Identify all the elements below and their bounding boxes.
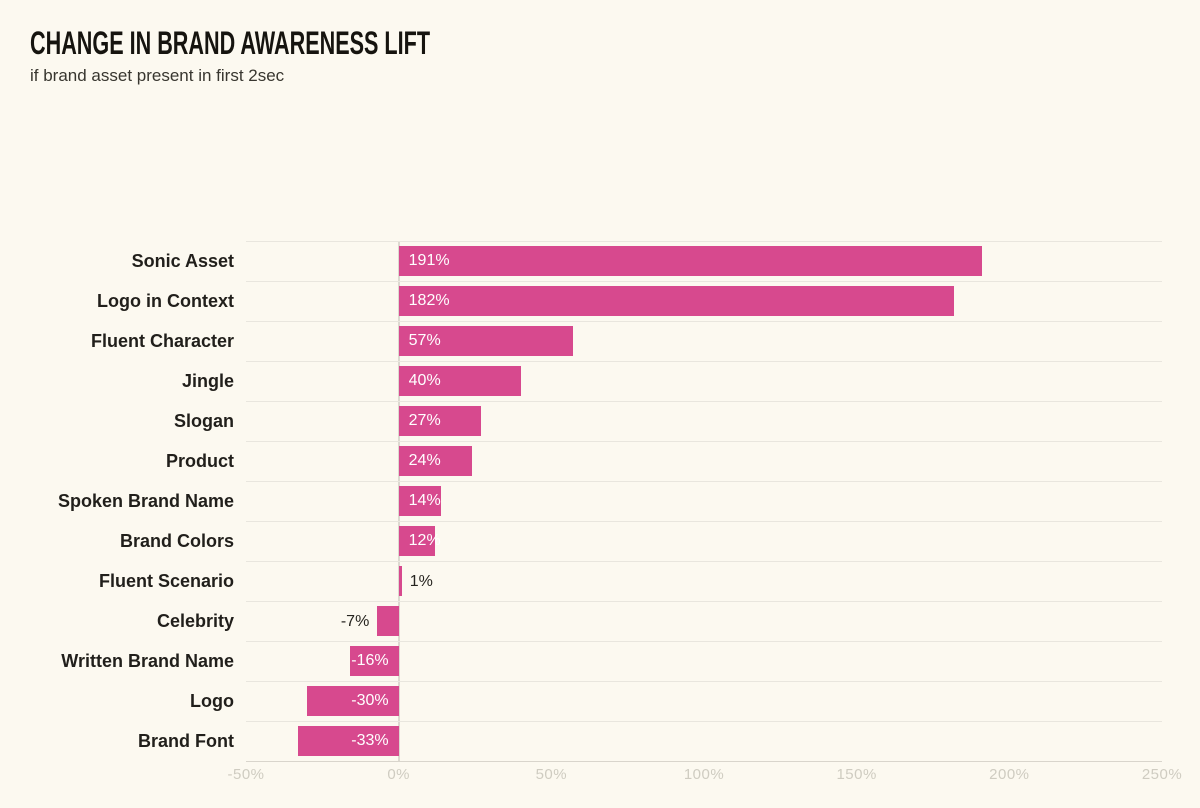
x-tick-label: 150% bbox=[836, 766, 877, 783]
bar-track: 27% bbox=[246, 401, 1162, 441]
category-label: Product bbox=[165, 450, 234, 471]
category-label: Written Brand Name bbox=[61, 650, 234, 671]
bar-track: -16% bbox=[246, 641, 1162, 681]
x-axis: -50% 0% 50% 100% 150% 200% 250% bbox=[227, 766, 1181, 788]
bar: -33% bbox=[297, 726, 399, 756]
chart-row: Slogan 27% bbox=[0, 401, 1200, 441]
chart-row: Jingle 40% bbox=[0, 361, 1200, 401]
bar-value-label: -16% bbox=[351, 652, 389, 669]
x-axis-line bbox=[246, 761, 1162, 762]
bar-value-label: 191% bbox=[408, 252, 450, 269]
bar-track: -7% bbox=[246, 601, 1162, 641]
chart-row: Spoken Brand Name 14% bbox=[0, 481, 1200, 521]
bar: 12% bbox=[398, 526, 441, 556]
category-label: Brand Colors bbox=[119, 530, 234, 551]
bar-track: 191% bbox=[246, 241, 1162, 281]
bar-value-label: 27% bbox=[408, 412, 441, 429]
bar bbox=[398, 566, 402, 596]
x-tick-label: 200% bbox=[989, 766, 1030, 783]
category-label: Brand Font bbox=[138, 730, 234, 751]
x-tick-label: -50% bbox=[227, 766, 265, 783]
bar: 27% bbox=[398, 406, 482, 436]
category-label: Celebrity bbox=[156, 610, 234, 631]
bar: 40% bbox=[398, 366, 521, 396]
bar-value-label: 182% bbox=[408, 292, 450, 309]
bar-track: 57% bbox=[246, 321, 1162, 361]
bar: -16% bbox=[349, 646, 399, 676]
x-tick-label: 100% bbox=[683, 766, 725, 783]
category-label: Jingle bbox=[181, 370, 234, 391]
x-tick-label: 50% bbox=[535, 766, 568, 783]
bar: -30% bbox=[307, 686, 399, 716]
bar-track: -30% bbox=[246, 681, 1162, 721]
category-label: Fluent Character bbox=[90, 330, 234, 351]
x-tick-label: 0% bbox=[387, 766, 410, 783]
chart-row: Fluent Character 57% bbox=[0, 321, 1200, 361]
chart-row: Logo -30% bbox=[0, 681, 1200, 721]
bar-value-label: 14% bbox=[408, 492, 441, 509]
bar: 182% bbox=[398, 286, 955, 316]
bar-value-label: 24% bbox=[408, 452, 441, 469]
bar-value-label: 40% bbox=[408, 372, 441, 389]
bar-track: 14% bbox=[246, 481, 1162, 521]
chart-row: Product 24% bbox=[0, 441, 1200, 481]
bar-track: 40% bbox=[246, 361, 1162, 401]
bar bbox=[377, 606, 399, 636]
bar: 14% bbox=[398, 486, 442, 516]
bar-value-label: -30% bbox=[351, 692, 389, 709]
bar-track: 1% bbox=[246, 561, 1162, 601]
bar-value-label: -7% bbox=[340, 613, 370, 630]
category-label: Logo bbox=[190, 690, 234, 711]
bar-chart: Sonic Asset 191% Logo in Context 182% Fluent… bbox=[0, 241, 1200, 808]
bar-track: -33% bbox=[246, 721, 1162, 761]
page-title: CHANGE IN BRAND AWARENESS LIFT bbox=[30, 26, 431, 62]
bar-track: 182% bbox=[246, 281, 1162, 321]
bar-value-label: -33% bbox=[351, 732, 389, 749]
bar-track: 12% bbox=[246, 521, 1162, 561]
bar-track: 24% bbox=[246, 441, 1162, 481]
chart-row: Brand Font -33% bbox=[0, 721, 1200, 761]
bar-value-label: 57% bbox=[408, 332, 441, 349]
x-tick-label: 250% bbox=[1141, 766, 1183, 783]
chart-rows: Sonic Asset 191% Logo in Context 182% Fluent… bbox=[0, 241, 1200, 761]
chart-row: Written Brand Name -16% bbox=[0, 641, 1200, 681]
category-label: Slogan bbox=[173, 410, 234, 431]
category-label: Spoken Brand Name bbox=[57, 490, 234, 511]
category-label: Sonic Asset bbox=[131, 250, 234, 271]
bar: 191% bbox=[398, 246, 982, 276]
bar-value-label: 12% bbox=[408, 532, 441, 549]
chart-row: Celebrity -7% bbox=[0, 601, 1200, 641]
bar-value-label: 1% bbox=[409, 573, 433, 590]
chart-row: Fluent Scenario 1% bbox=[0, 561, 1200, 601]
category-label: Fluent Scenario bbox=[98, 570, 234, 591]
chart-row: Sonic Asset 191% bbox=[0, 241, 1200, 281]
page-subtitle: if brand asset present in first 2sec bbox=[30, 66, 285, 85]
bar: 57% bbox=[398, 326, 573, 356]
chart-row: Logo in Context 182% bbox=[0, 281, 1200, 321]
chart-row: Brand Colors 12% bbox=[0, 521, 1200, 561]
category-label: Logo in Context bbox=[97, 290, 234, 311]
bar: 24% bbox=[398, 446, 472, 476]
